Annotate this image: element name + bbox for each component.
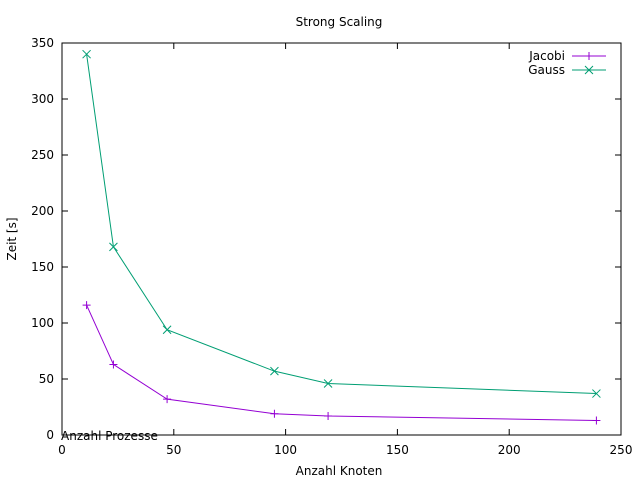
y-tick-label: 150 <box>31 260 54 274</box>
data-point <box>592 389 601 398</box>
x-axis: 0 50 100 150 200 250 <box>58 43 632 457</box>
legend-marker <box>584 65 594 75</box>
x-tick-label: 50 <box>166 443 181 457</box>
data-point <box>592 416 601 425</box>
y-axis: 0 50 100 150 200 250 300 350 <box>31 36 621 442</box>
y-tick-label: 250 <box>31 148 54 162</box>
data-point <box>82 49 91 59</box>
y-axis-label: Zeit [s] <box>5 217 19 260</box>
y-tick-label: 200 <box>31 204 54 218</box>
x-axis-label: Anzahl Knoten <box>296 464 383 478</box>
data-point <box>162 325 172 335</box>
y-tick-label: 0 <box>46 428 54 442</box>
data-point <box>270 409 279 418</box>
data-point <box>109 360 118 369</box>
y-tick-label: 300 <box>31 92 54 106</box>
series-line <box>86 54 597 395</box>
x-tick-label: 100 <box>274 443 297 457</box>
series-line <box>86 304 597 421</box>
series-jacobi <box>82 301 601 425</box>
x-tick-label: 250 <box>610 443 633 457</box>
plot-frame <box>61 42 622 436</box>
data-point <box>109 242 118 252</box>
series-gauss <box>82 49 601 398</box>
data-point <box>323 379 333 388</box>
annotation-label: Anzahl Prozesse <box>61 429 158 443</box>
data-point <box>163 395 172 404</box>
series-layer <box>82 49 601 425</box>
y-tick-label: 100 <box>31 316 54 330</box>
x-tick-label: 0 <box>58 443 66 457</box>
legend-marker <box>585 52 593 60</box>
y-tick-label: 50 <box>39 372 54 386</box>
data-point <box>324 411 333 420</box>
legend-label: Jacobi <box>528 49 565 63</box>
data-point <box>270 366 279 376</box>
legend-label: Gauss <box>528 63 565 77</box>
chart-title: Strong Scaling <box>296 15 383 29</box>
x-tick-label: 150 <box>386 443 409 457</box>
y-tick-label: 350 <box>31 36 54 50</box>
x-tick-label: 200 <box>498 443 521 457</box>
data-point <box>82 301 91 310</box>
